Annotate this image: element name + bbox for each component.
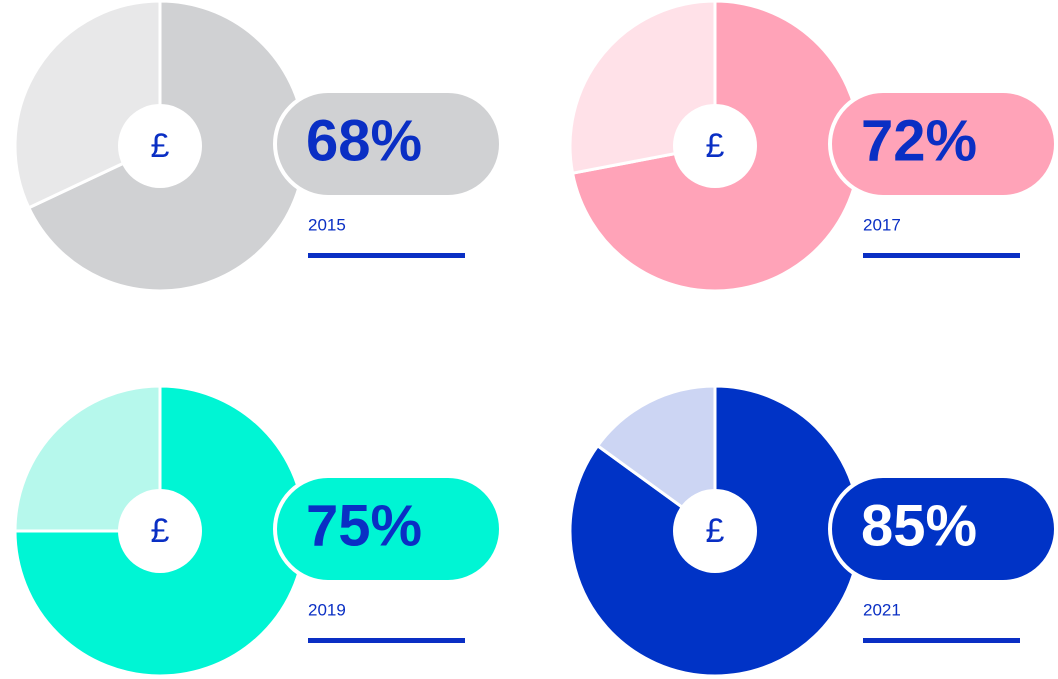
value-label: 75% <box>306 493 422 558</box>
value-label: 68% <box>306 108 422 173</box>
value-pill <box>828 89 1058 199</box>
year-underline <box>863 253 1020 258</box>
value-pill <box>273 89 503 199</box>
pie-center <box>673 489 757 573</box>
value-pill <box>828 474 1058 584</box>
currency-symbol: £ <box>151 127 170 165</box>
value-label: 85% <box>861 493 977 558</box>
value-pill <box>273 474 503 584</box>
year-underline <box>863 638 1020 643</box>
pie-center <box>118 489 202 573</box>
currency-symbol: £ <box>706 127 725 165</box>
year-label: 2021 <box>863 600 901 619</box>
year-label: 2017 <box>863 215 901 234</box>
pie-slice <box>13 384 162 533</box>
pie-slice <box>595 384 717 534</box>
currency-symbol: £ <box>706 512 725 550</box>
currency-symbol: £ <box>151 512 170 550</box>
year-underline <box>308 253 465 258</box>
year-label: 2019 <box>308 600 346 619</box>
value-label: 72% <box>861 108 977 173</box>
year-label: 2015 <box>308 215 346 234</box>
year-underline <box>308 638 465 643</box>
pie-center <box>118 104 202 188</box>
pie-center <box>673 104 757 188</box>
